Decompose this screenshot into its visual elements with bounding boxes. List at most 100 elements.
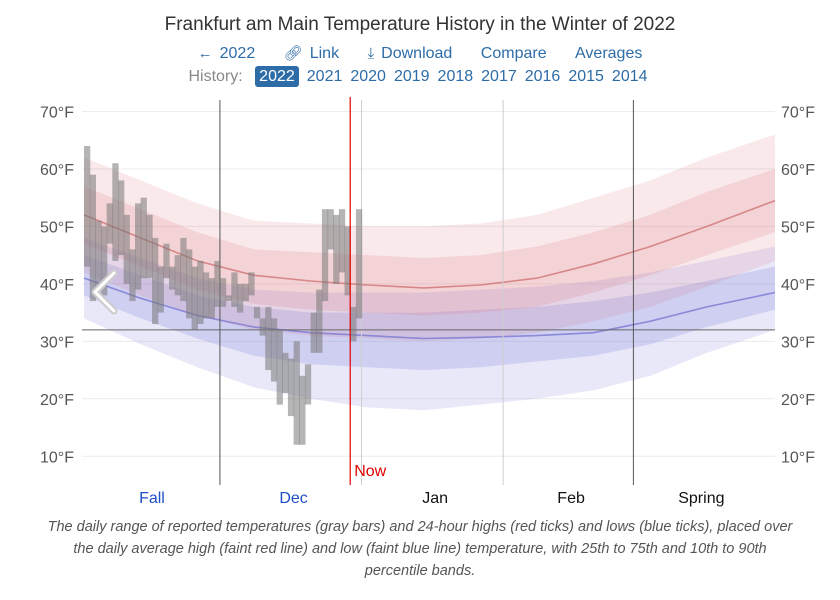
- averages-link[interactable]: Averages: [575, 45, 643, 62]
- history-year-2021[interactable]: 2021: [306, 68, 343, 85]
- history-year-2018[interactable]: 2018: [437, 68, 474, 85]
- daily-range-bar: [219, 278, 227, 307]
- daily-range-bar: [106, 203, 113, 244]
- daily-range-bar: [344, 226, 351, 296]
- previous-year-label: 2022: [219, 45, 256, 62]
- y-tick-label-left: 60°F: [40, 162, 74, 179]
- daily-range-bar: [89, 174, 96, 302]
- daily-range-bar: [146, 214, 153, 279]
- y-tick-label-right: 20°F: [781, 392, 815, 409]
- daily-range-bar: [180, 237, 187, 302]
- daily-range-bar: [112, 163, 119, 261]
- daily-range-bar: [355, 209, 363, 319]
- daily-range-bar: [333, 214, 340, 284]
- daily-range-bar: [84, 146, 91, 267]
- daily-range-bar: [304, 364, 312, 405]
- daily-range-bar: [231, 272, 238, 307]
- daily-range-bar: [253, 306, 261, 319]
- history-year-2016[interactable]: 2016: [524, 68, 561, 85]
- chevron-left-fill: [93, 271, 116, 313]
- daily-range-bar: [101, 226, 108, 296]
- daily-range-bar: [327, 209, 334, 250]
- daily-range-bar: [118, 180, 125, 256]
- history-year-2017[interactable]: 2017: [481, 68, 517, 85]
- download-icon: ⤓: [367, 45, 375, 62]
- daily-range-bar: [202, 272, 210, 319]
- daily-range-bar: [169, 266, 176, 290]
- daily-range-bar: [157, 266, 164, 313]
- daily-range-bar: [287, 358, 295, 417]
- daily-range-bar: [123, 214, 130, 284]
- daily-range-bar: [174, 255, 181, 296]
- daily-range-bar: [350, 306, 357, 342]
- low-25-75-band: [84, 255, 775, 371]
- month-label-dec: Dec: [279, 490, 307, 507]
- y-tick-label-right: 10°F: [781, 449, 815, 466]
- daily-range-bar: [310, 312, 317, 353]
- daily-range-bar: [186, 249, 193, 319]
- month-label-spring: Spring: [678, 490, 724, 507]
- link-icon: 🔗︎: [283, 45, 303, 62]
- y-tick-label-right: 30°F: [781, 334, 815, 351]
- y-tick-label-right: 50°F: [781, 219, 815, 236]
- daily-range-bar: [152, 237, 159, 325]
- daily-range-bar: [95, 220, 102, 290]
- daily-range-bar: [276, 329, 283, 405]
- download-button[interactable]: ⤓ Download: [368, 45, 453, 62]
- month-label-feb: Feb: [557, 490, 585, 507]
- y-tick-label-left: 30°F: [40, 334, 74, 351]
- link-button[interactable]: 🔗︎ Link: [284, 45, 339, 62]
- history-year-2020[interactable]: 2020: [350, 68, 386, 85]
- daily-range-bar: [270, 318, 278, 382]
- daily-range-bar: [236, 283, 244, 313]
- y-tick-label-left: 40°F: [40, 277, 74, 294]
- daily-range-bar: [129, 249, 136, 302]
- daily-range-bar: [299, 375, 306, 445]
- year-list: 2022 2021 2020 2019 2018 2017 2016 2015 2014: [251, 66, 651, 87]
- daily-range-bar: [225, 295, 232, 302]
- high-25-75-band: [84, 169, 775, 316]
- download-label: Download: [381, 45, 453, 62]
- daily-range-bar: [338, 209, 346, 273]
- month-label-fall: Fall: [139, 490, 165, 507]
- daily-range-bar: [293, 341, 300, 445]
- history-year-2019[interactable]: 2019: [393, 68, 430, 85]
- y-tick-label-left: 10°F: [40, 449, 74, 466]
- toolbar: ← 2022 🔗︎ Link ⤓ Download Compare Averages: [0, 44, 840, 63]
- daily-range-bar: [214, 260, 221, 307]
- chart-caption: The daily range of reported temperatures…: [47, 519, 793, 579]
- history-year-2022[interactable]: 2022: [255, 66, 299, 87]
- y-tick-label-left: 20°F: [40, 392, 74, 409]
- daily-range-bar: [259, 318, 266, 336]
- y-tick-label-right: 40°F: [781, 277, 815, 294]
- daily-range-bar: [265, 306, 272, 371]
- page-title: Frankfurt am Main Temperature History in…: [164, 14, 676, 35]
- y-tick-label-right: 70°F: [781, 104, 815, 121]
- history-year-2015[interactable]: 2015: [568, 68, 604, 85]
- month-label-jan: Jan: [422, 490, 448, 507]
- daily-range-bar: [191, 266, 198, 330]
- history-year-2014[interactable]: 2014: [611, 68, 648, 85]
- daily-range-bar: [135, 203, 142, 290]
- daily-range-bar: [140, 197, 147, 279]
- link-label: Link: [309, 45, 340, 62]
- daily-range-bar: [163, 243, 170, 279]
- daily-range-bar: [208, 278, 215, 319]
- arrow-left-icon: ←: [197, 45, 213, 62]
- previous-year-link[interactable]: ← 2022: [198, 45, 256, 62]
- chevron-left-icon[interactable]: [91, 269, 118, 315]
- daily-range-bar: [316, 289, 323, 353]
- y-tick-label-left: 70°F: [40, 104, 74, 121]
- now-label: Now: [354, 463, 386, 480]
- daily-range-bar: [321, 209, 329, 302]
- compare-link[interactable]: Compare: [480, 45, 547, 62]
- daily-range-bar: [282, 352, 289, 393]
- low-10-90-band: [84, 237, 775, 411]
- history-label: History:: [188, 68, 243, 85]
- history-bar: History: 2022 2021 2020 2019 2018 2017 2016 201…: [0, 66, 840, 87]
- y-tick-label-left: 50°F: [40, 219, 74, 236]
- daily-range-bar: [197, 260, 204, 325]
- high-10-90-band: [84, 134, 775, 342]
- daily-range-bar: [248, 272, 255, 296]
